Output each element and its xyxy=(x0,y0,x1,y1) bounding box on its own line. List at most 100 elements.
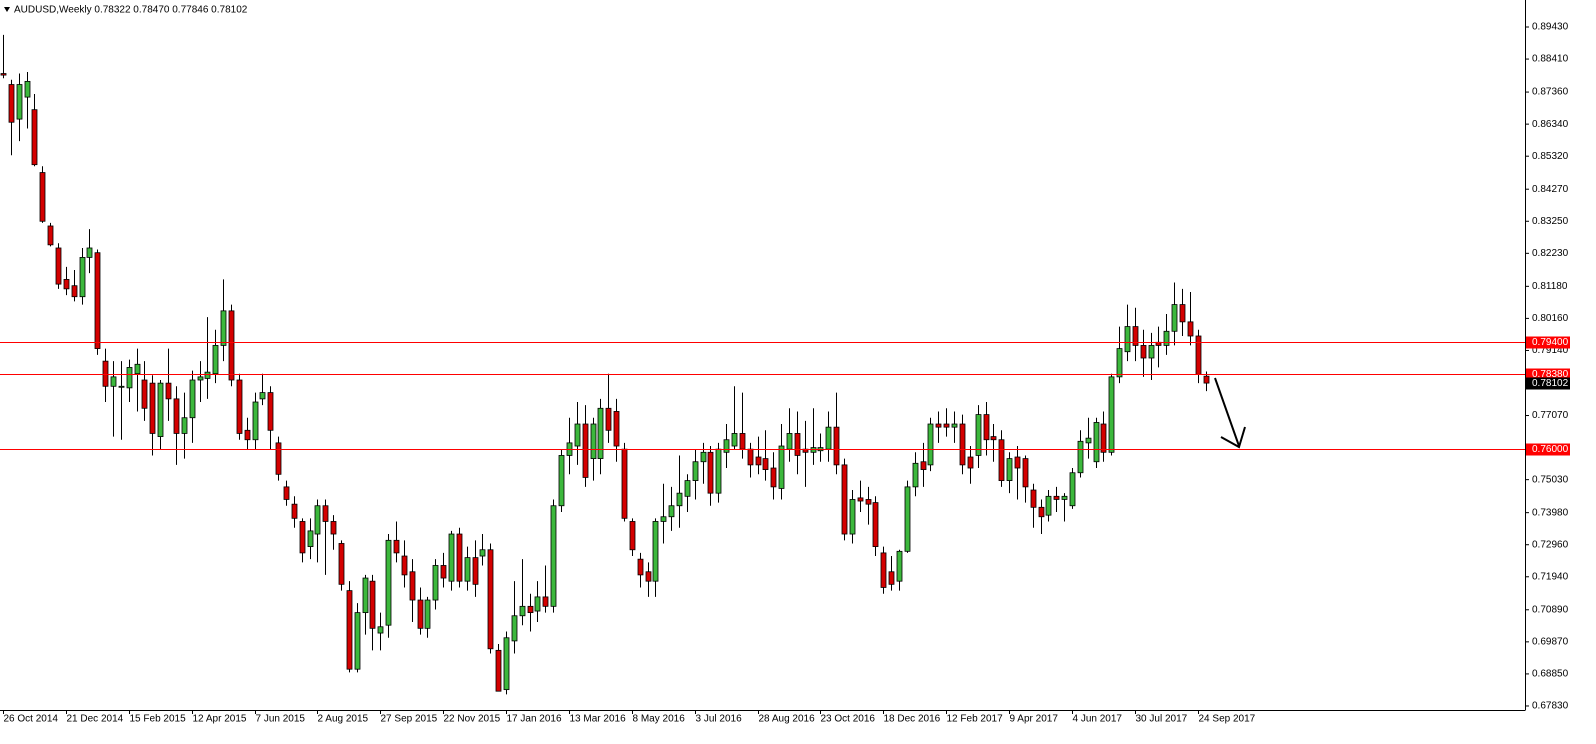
candle-body xyxy=(354,612,361,670)
x-tick-label: 17 Jan 2016 xyxy=(507,714,562,725)
candle-body xyxy=(236,379,243,434)
candle-body xyxy=(676,492,683,507)
candle-body xyxy=(715,448,722,494)
candle-body xyxy=(723,439,730,453)
candle-body xyxy=(558,455,565,507)
candle-body xyxy=(86,247,93,258)
candle-body xyxy=(39,172,46,222)
x-tick-label: 3 Jul 2016 xyxy=(696,714,743,725)
candle-body xyxy=(605,407,612,431)
candle-body xyxy=(417,599,424,629)
candle-body xyxy=(503,637,510,691)
level-label-box xyxy=(1526,336,1570,349)
candle-body xyxy=(943,423,950,428)
candle-body xyxy=(424,599,431,629)
candle-body xyxy=(872,502,879,548)
candle-body xyxy=(590,423,597,459)
y-tick-label: 0.69870 xyxy=(1532,636,1569,647)
candle-body xyxy=(8,84,15,123)
candle-body xyxy=(1061,495,1068,500)
y-tick-label: 0.86340 xyxy=(1532,119,1569,130)
candle-body xyxy=(1045,495,1052,516)
y-tick-label: 0.68850 xyxy=(1532,669,1569,680)
candle-body xyxy=(102,360,109,387)
candle-body xyxy=(377,626,384,634)
candle-body xyxy=(55,247,62,285)
candle-body xyxy=(1163,330,1170,346)
candle-body xyxy=(71,285,78,298)
x-tick-label: 12 Feb 2017 xyxy=(947,714,1004,725)
candle-body xyxy=(307,530,314,548)
candle-body xyxy=(880,552,887,588)
candle-body xyxy=(652,521,659,582)
level-label: 0.79400 xyxy=(1532,337,1569,348)
y-tick-label: 0.77070 xyxy=(1532,410,1569,421)
candle-body xyxy=(660,516,667,522)
candle-body xyxy=(1148,345,1155,359)
y-tick-label: 0.85320 xyxy=(1532,151,1569,162)
candle-body xyxy=(778,445,785,489)
chart-title: AUDUSD,Weekly 0.78322 0.78470 0.77846 0.… xyxy=(14,5,248,16)
candle-body xyxy=(94,252,101,349)
candle-body xyxy=(762,458,769,470)
x-tick-label: 23 Oct 2016 xyxy=(821,714,876,725)
candle-body xyxy=(24,80,31,98)
candle-body xyxy=(448,533,455,582)
candle-body xyxy=(393,539,400,554)
candle-body xyxy=(1030,489,1037,508)
y-tick-label: 0.73980 xyxy=(1532,507,1569,518)
y-tick-label: 0.70890 xyxy=(1532,604,1569,615)
candle-body xyxy=(338,543,345,585)
candle-body xyxy=(456,533,463,582)
candle-body xyxy=(990,436,997,441)
candle-body xyxy=(118,385,125,388)
candle-body xyxy=(1187,321,1194,337)
x-tick-label: 30 Jul 2017 xyxy=(1136,714,1188,725)
candle-body xyxy=(1116,348,1123,378)
candle-body xyxy=(770,467,777,488)
candle-body xyxy=(181,417,188,434)
candle-body xyxy=(542,596,549,607)
candle-body xyxy=(927,423,934,466)
menu-icon[interactable] xyxy=(4,7,10,12)
candle-body xyxy=(951,423,958,428)
candle-body xyxy=(849,499,856,535)
candle-body xyxy=(228,310,235,381)
level-label: 0.78380 xyxy=(1532,369,1569,380)
candle-body xyxy=(1203,375,1210,384)
candle-body xyxy=(841,464,848,535)
x-tick-label: 18 Dec 2016 xyxy=(884,714,941,725)
candle-body xyxy=(825,426,832,450)
x-tick-label: 13 Mar 2016 xyxy=(570,714,627,725)
candle-body xyxy=(912,462,919,488)
candle-body xyxy=(731,433,738,447)
x-tick-label: 24 Sep 2017 xyxy=(1199,714,1256,725)
candle-body xyxy=(833,426,840,466)
candle-body xyxy=(432,565,439,601)
x-tick-label: 8 May 2016 xyxy=(633,714,686,725)
candle-body xyxy=(16,84,23,120)
candle-body xyxy=(959,423,966,466)
candle-body xyxy=(582,423,589,478)
candle-body xyxy=(1069,472,1076,507)
candle-body xyxy=(1108,376,1115,453)
x-tick-label: 21 Dec 2014 xyxy=(67,714,124,725)
candle-body xyxy=(896,550,903,582)
candle-body xyxy=(259,392,266,400)
x-tick-label: 2 Aug 2015 xyxy=(318,714,369,725)
candle-body xyxy=(299,521,306,554)
candle-body xyxy=(330,521,337,535)
candle-body xyxy=(668,505,675,518)
x-tick-label: 9 Apr 2017 xyxy=(1010,714,1059,725)
candle-body xyxy=(149,382,156,434)
candle-body xyxy=(613,411,620,447)
candle-body xyxy=(1100,423,1107,453)
candle-body xyxy=(975,414,982,456)
arrow-shaft xyxy=(1214,377,1240,447)
candle-body xyxy=(409,571,416,601)
x-tick-label: 26 Oct 2014 xyxy=(4,714,59,725)
x-tick-label: 28 Aug 2016 xyxy=(759,714,816,725)
candle-body xyxy=(747,448,754,466)
